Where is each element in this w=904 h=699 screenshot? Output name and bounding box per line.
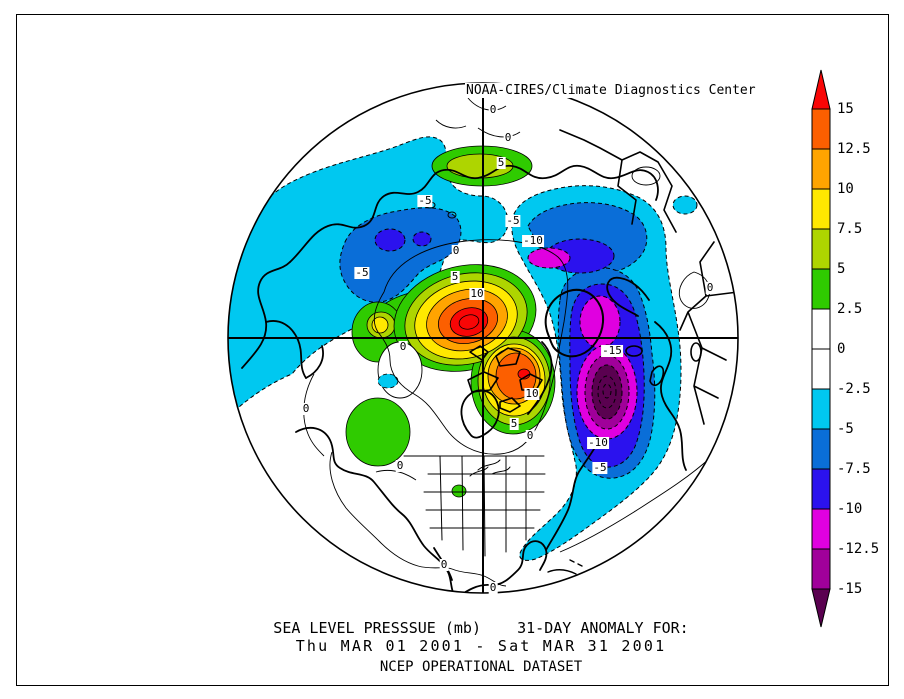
colorbar-segment xyxy=(811,148,831,190)
colorbar-segment xyxy=(811,308,831,350)
credit-text: NOAA-CIRES/Climate Diagnostics Center xyxy=(465,83,757,98)
pole-crosshair xyxy=(228,83,738,593)
colorbar-segment xyxy=(811,228,831,270)
colorbar-segment xyxy=(811,268,831,310)
negative-anomaly-regions xyxy=(228,136,698,561)
colorbar-segment xyxy=(811,468,831,510)
colorbar-bottom-arrow xyxy=(811,588,831,628)
colorbar-segment xyxy=(811,108,831,150)
colorbar-segment xyxy=(811,428,831,470)
colorbar-segment xyxy=(811,508,831,550)
caption-date-range: Thu MAR 01 2001 - Sat MAR 31 2001 xyxy=(295,637,667,655)
plot-border xyxy=(16,14,889,686)
caption-dataset: NCEP OPERATIONAL DATASET xyxy=(379,659,583,675)
caption-title: SEA LEVEL PRESSSUE (mb) 31-DAY ANOMALY F… xyxy=(273,619,689,637)
colorbar xyxy=(811,69,831,628)
colorbar-segment xyxy=(811,348,831,390)
colorbar-top-arrow xyxy=(811,69,831,110)
colorbar-segment xyxy=(811,548,831,590)
colorbar-segment xyxy=(811,188,831,230)
colorbar-segment xyxy=(811,388,831,430)
